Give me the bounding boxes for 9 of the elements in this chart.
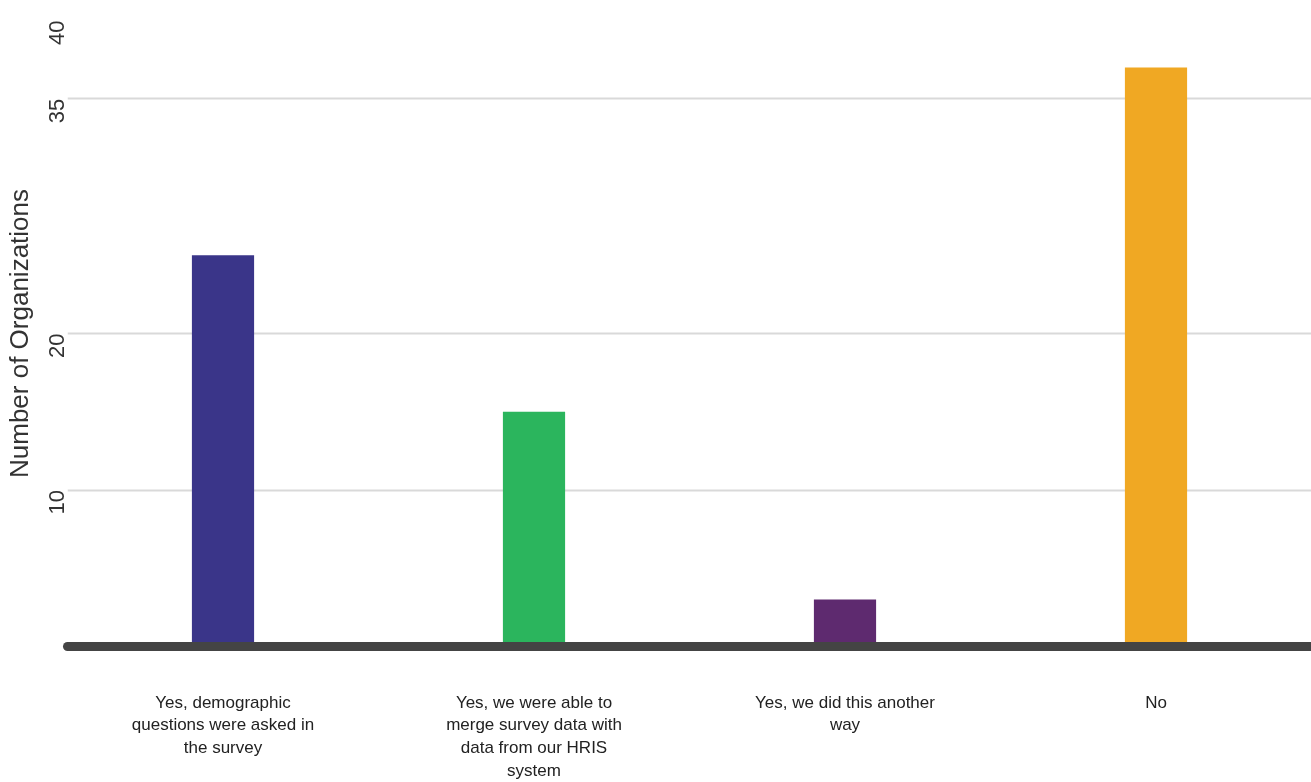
y-tick-label: 40 <box>44 20 69 45</box>
y-tick-label: 35 <box>44 98 69 124</box>
y-axis-title: Number of Organizations <box>3 188 34 479</box>
x-tick-label: Yes, demographic questions were asked in the survey <box>131 692 315 758</box>
x-tick-label: No <box>1145 692 1167 712</box>
y-tick-label: 20 <box>44 333 69 358</box>
x-tick-label: Yes, we were able to merge survey data with data from our HRIS system <box>446 692 622 780</box>
y-tick-label: 10 <box>44 489 69 515</box>
x-tick-label: Yes, we did this another way <box>755 692 936 735</box>
